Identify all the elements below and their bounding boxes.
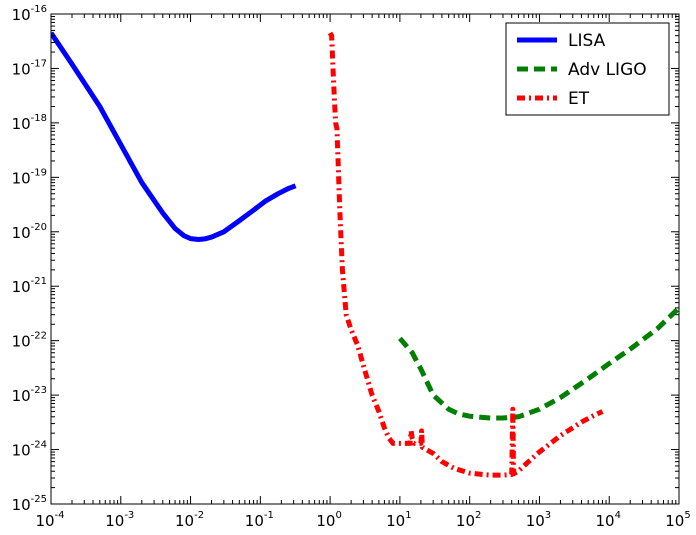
series-line-lisa [51, 31, 297, 242]
y-tick-label: 10-23 [12, 385, 47, 405]
y-tick-base: 10 [12, 333, 31, 351]
x-tick-base: 10 [35, 512, 54, 530]
legend-label-adv-ligo: Adv LIGO [568, 60, 647, 80]
x-tick-label: 10-3 [105, 510, 134, 530]
x-tick-base: 10 [105, 512, 124, 530]
y-tick-label: 10-21 [12, 276, 47, 296]
x-tick-label: 10-1 [245, 510, 274, 530]
y-tick-base: 10 [12, 387, 31, 405]
x-tick-label: 104 [595, 510, 620, 530]
legend: LISA Adv LIGO ET [505, 22, 670, 116]
x-tick-base: 10 [245, 512, 264, 530]
y-tick-label: 10-18 [12, 113, 47, 133]
y-tick-base: 10 [12, 169, 31, 187]
y-tick-label: 10-24 [12, 440, 47, 460]
x-tick-label: 101 [386, 510, 411, 530]
y-tick-base: 10 [12, 60, 31, 78]
y-tick-label: 10-25 [12, 494, 47, 514]
y-tick-label: 10-20 [12, 222, 47, 242]
y-tick-exponent: -25 [31, 494, 47, 505]
y-tick-label: 10-17 [12, 58, 47, 78]
x-tick-exponent: 5 [684, 510, 690, 521]
x-tick-base: 10 [595, 512, 614, 530]
y-tick-base: 10 [12, 115, 31, 133]
x-tick-exponent: -2 [194, 510, 204, 521]
x-tick-label: 10-2 [175, 510, 204, 530]
y-tick-base: 10 [12, 442, 31, 460]
y-tick-label: 10-19 [12, 167, 47, 187]
x-tick-base: 10 [386, 512, 405, 530]
x-tick-base: 10 [316, 512, 335, 530]
x-tick-exponent: 3 [545, 510, 551, 521]
y-tick-label: 10-22 [12, 331, 47, 351]
series-line-et [327, 31, 604, 478]
x-tick-label: 102 [456, 510, 481, 530]
y-tick-exponent: -22 [31, 331, 47, 342]
y-tick-base: 10 [12, 278, 31, 296]
x-tick-label: 10-4 [35, 510, 64, 530]
y-tick-exponent: -17 [31, 58, 47, 69]
plot-frame [50, 13, 680, 505]
y-tick-exponent: -21 [31, 276, 47, 287]
y-tick-base: 10 [12, 6, 31, 24]
x-tick-exponent: 4 [615, 510, 621, 521]
x-tick-label: 100 [316, 510, 341, 530]
y-tick-label: 10-16 [12, 4, 47, 24]
series-line-adv-ligo [398, 306, 679, 421]
x-tick-exponent: 2 [475, 510, 481, 521]
x-tick-exponent: -3 [124, 510, 134, 521]
ticks-layer: 10-4 10-3 10-2 10-1 100 101 102 103 104 10510-251… [12, 4, 691, 530]
x-tick-exponent: 1 [405, 510, 411, 521]
y-tick-exponent: -23 [31, 385, 47, 396]
y-tick-exponent: -19 [31, 167, 47, 178]
series-layer [51, 31, 679, 478]
x-tick-label: 105 [665, 510, 690, 530]
x-tick-exponent: 0 [335, 510, 341, 521]
x-tick-base: 10 [456, 512, 475, 530]
y-tick-exponent: -18 [31, 113, 47, 124]
x-tick-exponent: -4 [55, 510, 65, 521]
y-tick-exponent: -16 [31, 4, 47, 15]
x-tick-base: 10 [526, 512, 545, 530]
legend-label-et: ET [568, 89, 590, 109]
x-tick-exponent: -1 [264, 510, 274, 521]
y-tick-base: 10 [12, 496, 31, 514]
legend-label-lisa: LISA [568, 31, 606, 51]
x-tick-label: 103 [526, 510, 551, 530]
x-tick-base: 10 [175, 512, 194, 530]
y-tick-exponent: -24 [31, 440, 47, 451]
y-tick-base: 10 [12, 224, 31, 242]
x-tick-base: 10 [665, 512, 684, 530]
y-tick-exponent: -20 [31, 222, 47, 233]
